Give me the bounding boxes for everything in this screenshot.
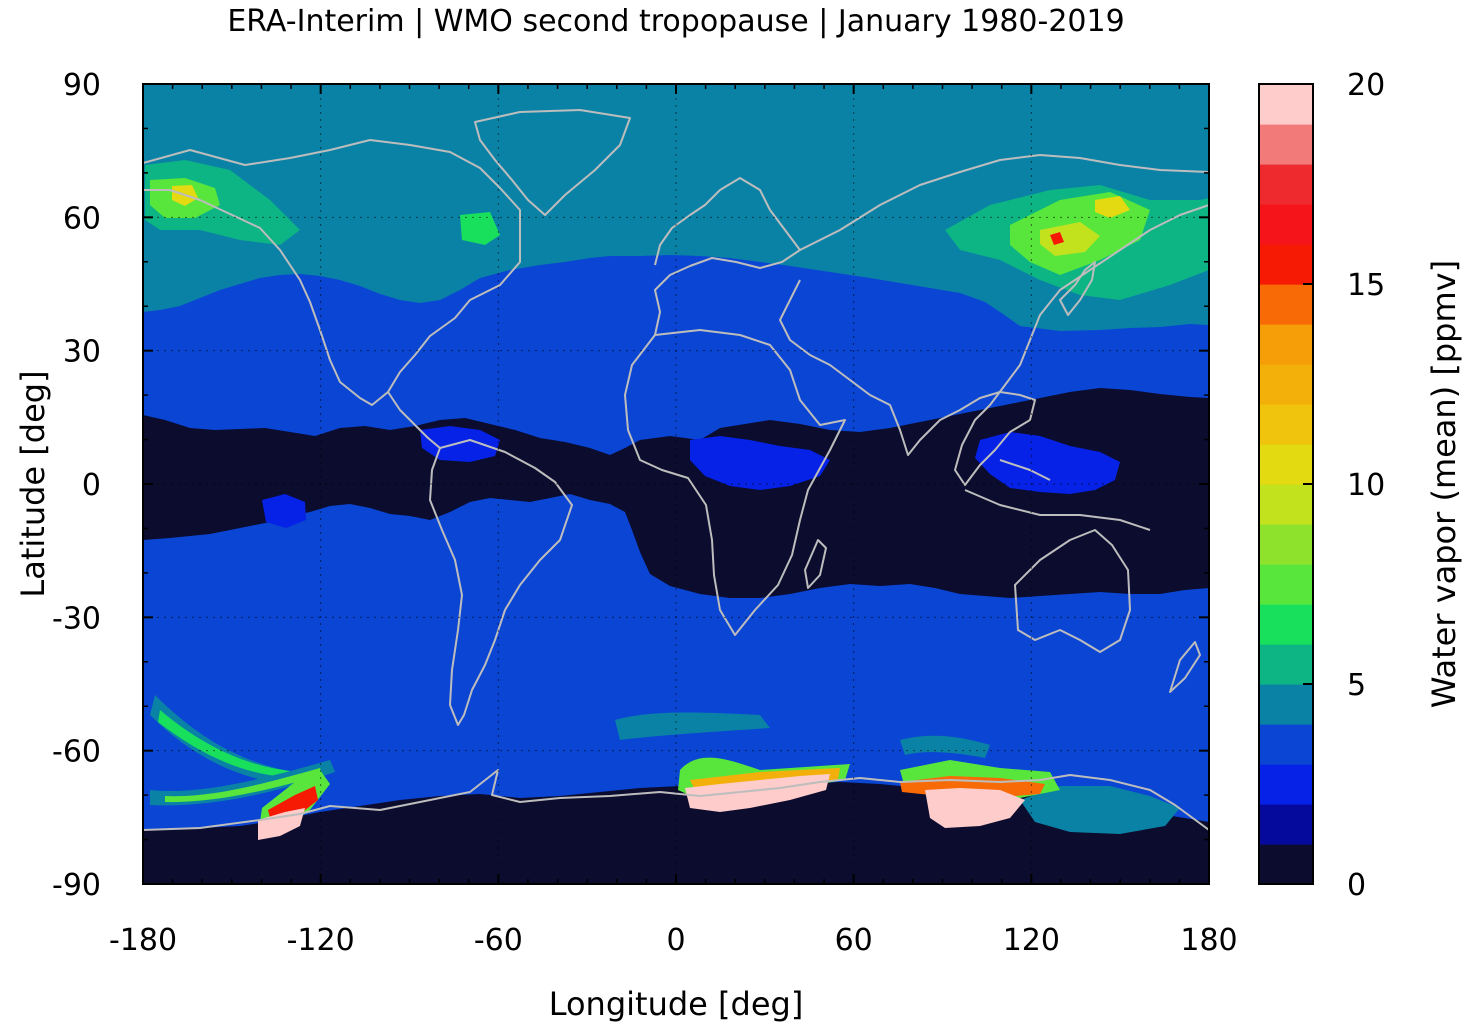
coastlines <box>143 109 1209 831</box>
x-tick-label: 0 <box>666 923 685 958</box>
colorbar-swatch <box>1259 724 1313 765</box>
colorbar-tick-label: 15 <box>1347 268 1385 303</box>
field-siberia-yellow <box>1040 222 1100 256</box>
x-tick-label: -120 <box>287 923 355 958</box>
y-axis: 90 60 30 0 -30 -60 -90 <box>52 68 1209 903</box>
colorbar-swatch <box>1259 324 1313 365</box>
colorbar <box>1259 84 1313 885</box>
colorbar-swatch <box>1259 444 1313 485</box>
y-axis-label: Latitude [deg] <box>14 370 52 597</box>
coast-indonesia <box>964 459 1151 531</box>
coast-greenland <box>474 109 631 216</box>
field-southern-streak-6 <box>900 735 990 758</box>
coast-africa <box>624 329 846 636</box>
coast-asia <box>779 154 1209 486</box>
coast-australia <box>1014 529 1131 653</box>
x-tick-label: -60 <box>474 923 523 958</box>
colorbar-swatch <box>1259 404 1313 445</box>
colorbar-swatch <box>1259 244 1313 285</box>
coast-japan <box>1059 261 1096 316</box>
coast-antarctica <box>143 769 1209 831</box>
x-axis: -180 -120 -60 0 60 120 180 <box>109 84 1238 958</box>
colorbar-tick-label: 0 <box>1347 868 1366 903</box>
field-tropical-pocket-3 <box>420 426 500 462</box>
y-tick-label: -60 <box>52 735 101 770</box>
colorbar-tick-label: 20 <box>1347 68 1385 103</box>
colorbar-label: Water vapor (mean) [ppmv] <box>1425 260 1463 708</box>
field-southern-streak-4 <box>165 768 322 803</box>
colorbar-swatch <box>1259 684 1313 725</box>
colorbar-tick-label: 10 <box>1347 468 1385 503</box>
x-tick-label: 60 <box>835 923 873 958</box>
colorbar-tick-label: 5 <box>1347 668 1366 703</box>
coast-new-zealand <box>1169 641 1201 693</box>
colorbar-swatch <box>1259 204 1313 245</box>
field-ross-sea-patch <box>1020 786 1180 834</box>
field-tropical-pocket-4 <box>262 494 306 528</box>
colorbar-swatch <box>1259 164 1313 205</box>
colorbar-swatch <box>1259 644 1313 685</box>
colorbar-ticks: 0 5 10 15 20 <box>1303 68 1385 903</box>
colorbar-swatch <box>1259 604 1313 645</box>
field-siberia-red-dot <box>1050 232 1064 245</box>
field-southern-streak-3 <box>150 760 335 806</box>
y-tick-label: 30 <box>63 335 101 370</box>
coast-madagascar <box>804 539 827 589</box>
coast-south-america <box>429 439 573 726</box>
colorbar-swatch <box>1259 804 1313 845</box>
colorbar-swatch <box>1259 844 1313 885</box>
colorbar-swatch <box>1259 564 1313 605</box>
chart-title: ERA-Interim | WMO second tropopause | Ja… <box>227 4 1124 39</box>
x-tick-label: 180 <box>1180 923 1237 958</box>
x-tick-label: -180 <box>109 923 177 958</box>
y-tick-label: 60 <box>63 201 101 236</box>
field-southern-streak-5 <box>615 712 770 740</box>
field-hotspot-pink-2 <box>925 788 1025 828</box>
y-tick-label: 90 <box>63 68 101 103</box>
y-tick-label: -30 <box>52 601 101 636</box>
grid <box>143 84 1209 884</box>
y-tick-label: -90 <box>52 868 101 903</box>
coast-north-america <box>143 139 521 406</box>
x-tick-label: 120 <box>1003 923 1060 958</box>
y-tick-label: 0 <box>82 468 101 503</box>
colorbar-swatch <box>1259 124 1313 165</box>
coast-europe <box>654 177 801 336</box>
field-tropical-pocket-1 <box>975 432 1120 494</box>
field-tropical-band <box>143 388 1209 598</box>
colorbar-swatch <box>1259 524 1313 565</box>
colorbar-swatch <box>1259 364 1313 405</box>
colorbar-swatch <box>1259 284 1313 325</box>
colorbar-swatch <box>1259 84 1313 125</box>
field-hotspot-pink-1 <box>685 774 830 812</box>
field-tropical-pocket-2 <box>690 436 830 490</box>
colorbar-swatch <box>1259 484 1313 525</box>
x-axis-label: Longitude [deg] <box>549 985 804 1023</box>
colorbar-swatch <box>1259 764 1313 805</box>
coast-central-america <box>387 391 441 449</box>
field-hudson-patch <box>460 212 500 245</box>
field-siberia-yellow-2 <box>1095 196 1130 218</box>
